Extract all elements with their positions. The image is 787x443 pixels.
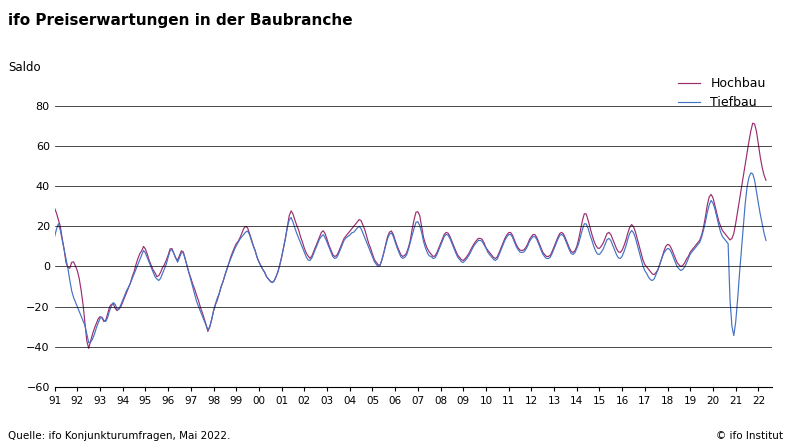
Tiefbau bbox=[746, 170, 756, 175]
Hochbau bbox=[761, 178, 770, 183]
Text: Saldo: Saldo bbox=[8, 61, 41, 74]
Tiefbau bbox=[50, 234, 59, 239]
Hochbau bbox=[84, 346, 94, 351]
Tiefbau bbox=[131, 267, 141, 272]
Line: Tiefbau: Tiefbau bbox=[54, 173, 766, 343]
Tiefbau bbox=[750, 178, 759, 183]
Hochbau bbox=[286, 208, 296, 214]
Hochbau bbox=[50, 206, 59, 211]
Tiefbau bbox=[288, 219, 297, 225]
Hochbau bbox=[540, 252, 549, 257]
Hochbau bbox=[750, 121, 759, 127]
Hochbau bbox=[131, 262, 141, 267]
Legend: Hochbau, Tiefbau: Hochbau, Tiefbau bbox=[678, 77, 766, 109]
Tiefbau bbox=[145, 260, 154, 265]
Hochbau bbox=[145, 258, 154, 263]
Tiefbau bbox=[286, 215, 296, 220]
Text: © ifo Institut: © ifo Institut bbox=[716, 431, 783, 441]
Text: ifo Preiserwartungen in der Baubranche: ifo Preiserwartungen in der Baubranche bbox=[8, 13, 353, 28]
Tiefbau bbox=[761, 238, 770, 243]
Hochbau bbox=[288, 211, 297, 217]
Text: Quelle: ifo Konjunkturumfragen, Mai 2022.: Quelle: ifo Konjunkturumfragen, Mai 2022… bbox=[8, 431, 231, 441]
Hochbau bbox=[748, 120, 757, 126]
Tiefbau bbox=[84, 340, 94, 346]
Line: Hochbau: Hochbau bbox=[54, 123, 766, 348]
Tiefbau bbox=[540, 254, 549, 259]
